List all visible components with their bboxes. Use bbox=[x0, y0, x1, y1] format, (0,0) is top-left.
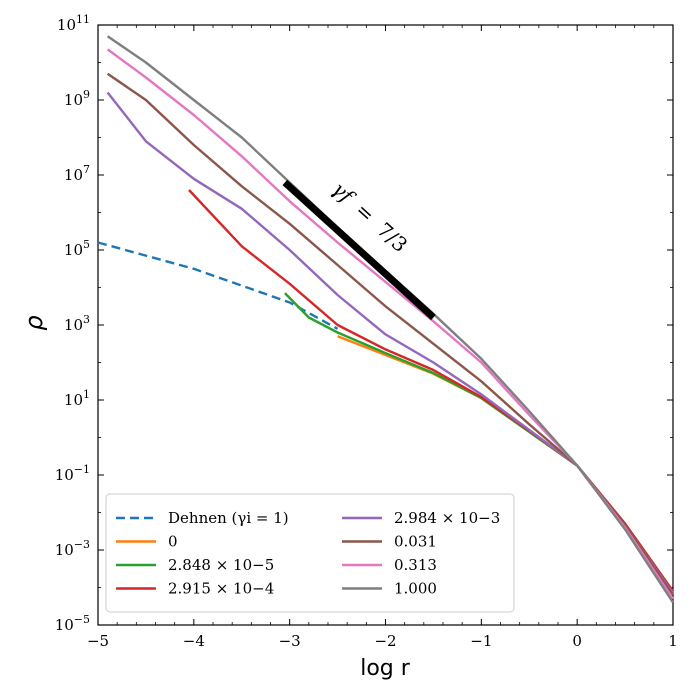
x-axis-title: log r bbox=[360, 656, 411, 681]
reference-slope-equals: = bbox=[351, 198, 380, 227]
legend-label: 0.313 bbox=[394, 556, 437, 574]
series-lines bbox=[97, 35, 675, 604]
legend: Dehnen (γi = 1) 0 2.848 × 10−5 2.915 × 10−4… bbox=[105, 493, 515, 613]
x-tick-label: 1 bbox=[668, 632, 678, 650]
legend-label: 2.848 × 10−5 bbox=[168, 556, 274, 574]
legend-label: 0.031 bbox=[394, 533, 437, 551]
y-tick-label: 10−5 bbox=[55, 613, 90, 634]
y-tick-label: 107 bbox=[64, 163, 90, 184]
y-tick-label: 101 bbox=[64, 388, 90, 409]
legend-label: Dehnen (γi = 1) bbox=[168, 509, 289, 527]
legend-label: 2.984 × 10−3 bbox=[394, 509, 500, 527]
x-tick-label: −4 bbox=[183, 632, 205, 650]
legend-label: 1.000 bbox=[394, 580, 437, 598]
legend-box bbox=[105, 493, 515, 613]
y-axis-ticks: 10−5 10−3 10−1 101 103 105 107 109 1011 bbox=[55, 13, 673, 634]
y-tick-label: 103 bbox=[64, 313, 90, 334]
x-tick-label: −5 bbox=[87, 632, 109, 650]
y-tick-label: 10−1 bbox=[55, 463, 90, 484]
x-tick-label: −3 bbox=[279, 632, 301, 650]
reference-slope-line bbox=[282, 179, 436, 321]
x-axis-ticks: −5 −4 −3 −2 −1 0 1 bbox=[87, 25, 678, 650]
reference-slope-lhs: γf bbox=[327, 177, 360, 210]
legend-label: 2.915 × 10−4 bbox=[168, 580, 274, 598]
y-tick-label: 10−3 bbox=[55, 538, 90, 559]
x-tick-label: −1 bbox=[470, 632, 492, 650]
y-axis-title: ρ bbox=[20, 315, 48, 330]
y-tick-label: 109 bbox=[64, 88, 90, 109]
x-tick-label: 0 bbox=[572, 632, 582, 650]
reference-slope-rhs: 7/3 bbox=[372, 218, 412, 257]
legend-label: 0 bbox=[168, 533, 178, 551]
series-line-1 bbox=[97, 241, 339, 330]
y-tick-label: 1011 bbox=[57, 13, 90, 34]
y-tick-label: 105 bbox=[64, 238, 90, 259]
x-tick-label: −2 bbox=[374, 632, 396, 650]
